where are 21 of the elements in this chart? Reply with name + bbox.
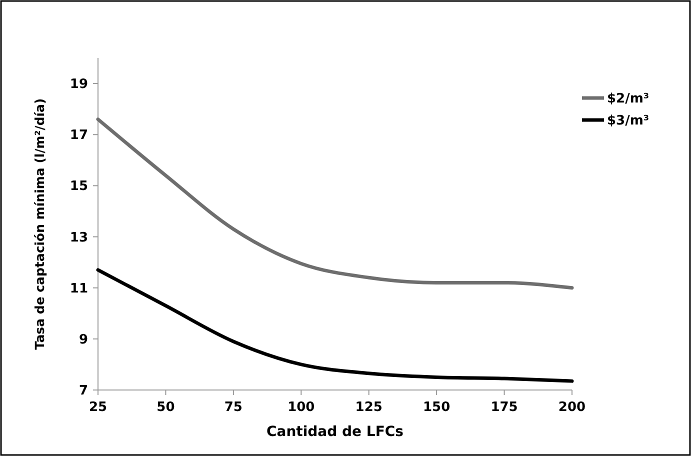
x-axis-title: Cantidad de LFCs (266, 424, 404, 440)
legend-label: $2/m³ (607, 92, 650, 107)
y-tick-label: 13 (70, 230, 88, 246)
x-tick-label: 50 (156, 400, 175, 415)
x-tick-label: 150 (423, 400, 450, 415)
line-series (96, 118, 574, 290)
x-tick-label: 75 (224, 400, 242, 415)
y-tick-label: 11 (70, 281, 88, 296)
x-tick-label: 175 (490, 400, 518, 415)
line-series (96, 268, 574, 383)
y-tick-label: 9 (78, 332, 88, 348)
y-tick-label: 17 (70, 128, 88, 144)
x-tick-label: 100 (288, 400, 315, 415)
y-tick-label: 15 (70, 179, 88, 194)
x-tick-label: 200 (558, 400, 586, 415)
legend-label: $3/m³ (607, 114, 650, 129)
y-axis-title: Tasa de captación mínima (l/m²/día) (32, 98, 47, 350)
y-tick-label: 19 (70, 77, 88, 92)
y-tick-label: 7 (78, 384, 88, 399)
x-tick-label: 125 (355, 400, 382, 415)
x-tick-label: 25 (88, 400, 108, 415)
